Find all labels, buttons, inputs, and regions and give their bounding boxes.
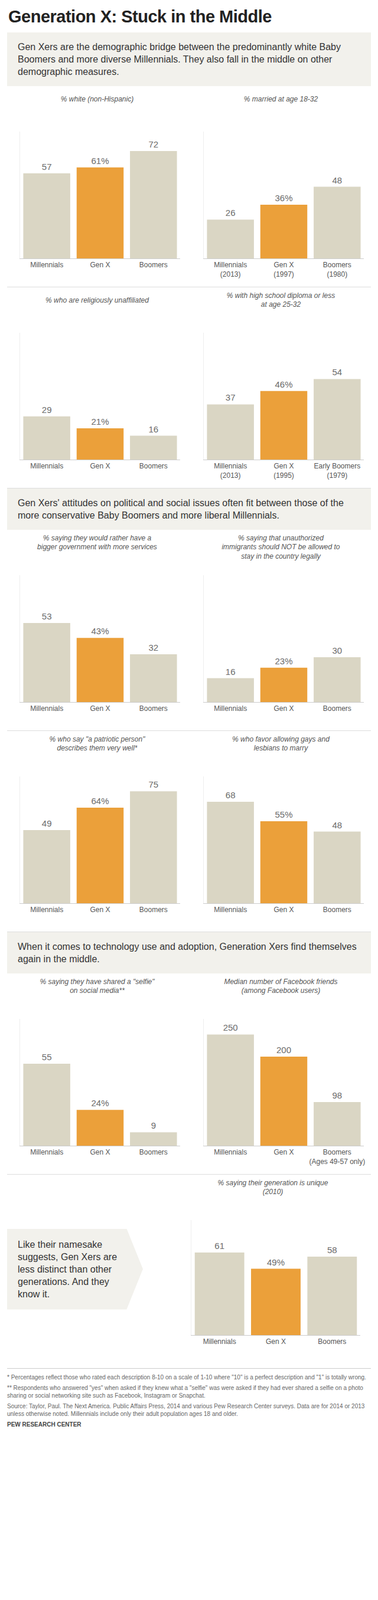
svg-text:Boomers(Ages 49-57 only): Boomers(Ages 49-57 only) — [308, 1149, 366, 1168]
svg-text:Millennials: Millennials — [213, 1149, 247, 1158]
svg-text:Millennials: Millennials — [30, 462, 64, 471]
svg-text:Millennials: Millennials — [213, 705, 247, 714]
svg-text:250: 250 — [223, 1023, 239, 1034]
svg-text:Gen X(1997): Gen X(1997) — [273, 261, 295, 279]
svg-text:Median number of Facebook frie: Median number of Facebook friends(among … — [223, 978, 338, 997]
svg-text:58: 58 — [327, 1246, 338, 1257]
svg-text:53: 53 — [41, 611, 52, 622]
svg-text:Boomers: Boomers — [323, 705, 352, 714]
svg-text:49%: 49% — [266, 1258, 285, 1269]
svg-text:Boomers: Boomers — [139, 1149, 168, 1158]
svg-text:Gen X: Gen X — [265, 1338, 286, 1348]
svg-text:24%: 24% — [90, 1099, 109, 1110]
svg-text:Gen X: Gen X — [89, 705, 110, 714]
svg-text:68: 68 — [225, 790, 236, 801]
svg-text:46%: 46% — [274, 379, 293, 390]
svg-text:Boomers: Boomers — [323, 906, 352, 915]
html-text:Like their namesake suggests,: Like their namesake suggests, Gen Xers a… — [17, 1240, 118, 1301]
svg-text:Boomers: Boomers — [139, 462, 168, 471]
svg-text:% saying their generation is u: % saying their generation is unique(2010… — [217, 1180, 329, 1198]
svg-text:30: 30 — [331, 646, 342, 657]
html-text:When it comes to technology us: When it comes to technology use and adop… — [17, 942, 357, 966]
svg-text:36%: 36% — [274, 193, 293, 204]
svg-text:% saying they have shared a "s: % saying they have shared a "selfie"on s… — [40, 978, 156, 997]
html-text:PEW RESEARCH CENTER: PEW RESEARCH CENTER — [7, 1422, 82, 1430]
svg-text:49: 49 — [41, 819, 52, 830]
svg-text:9: 9 — [151, 1121, 156, 1132]
html-text:Gen Xers are the demographic b: Gen Xers are the demographic bridge betw… — [17, 41, 341, 77]
svg-text:% white (non-Hispanic): % white (non-Hispanic) — [60, 95, 134, 104]
svg-text:% who say "a patriotic person": % who say "a patriotic person"describes … — [49, 735, 146, 754]
html-text:Generation X: Stuck in the Mid: Generation X: Stuck in the Middle — [8, 7, 272, 26]
svg-text:Boomers: Boomers — [317, 1338, 347, 1348]
svg-text:29: 29 — [41, 405, 52, 416]
svg-text:Gen X: Gen X — [89, 906, 110, 915]
svg-text:55%: 55% — [274, 810, 293, 821]
svg-text:43%: 43% — [90, 626, 109, 637]
svg-text:Boomers: Boomers — [139, 705, 168, 714]
html-text:Gen Xers' attitudes on politic: Gen Xers' attitudes on political and soc… — [17, 498, 344, 521]
svg-text:54: 54 — [331, 367, 342, 378]
svg-text:Millennials: Millennials — [30, 906, 64, 915]
svg-text:98: 98 — [331, 1091, 342, 1102]
svg-text:Millennials(2013): Millennials(2013) — [213, 462, 247, 481]
svg-text:57: 57 — [41, 161, 52, 172]
svg-text:% saying that unauthorizedimmi: % saying that unauthorizedimmigrants sho… — [221, 534, 340, 562]
svg-text:61%: 61% — [90, 155, 109, 166]
svg-text:Gen X: Gen X — [89, 1149, 110, 1158]
svg-text:Gen X: Gen X — [273, 705, 294, 714]
svg-text:% with high school diploma or: % with high school diploma or lessat age… — [226, 291, 335, 310]
svg-text:Gen X: Gen X — [273, 1149, 294, 1158]
svg-text:26: 26 — [225, 207, 236, 218]
svg-text:% saying they would rather hav: % saying they would rather have abigger … — [37, 534, 158, 553]
svg-text:% who favor allowing gays andl: % who favor allowing gays andlesbians to… — [232, 735, 330, 754]
svg-text:Millennials(2013): Millennials(2013) — [213, 261, 247, 279]
html-text:Source: Taylor, Paul. The Next: Source: Taylor, Paul. The Next America. … — [7, 1404, 365, 1419]
svg-text:Boomers(1980): Boomers(1980) — [323, 261, 352, 279]
svg-text:16: 16 — [225, 667, 236, 678]
html-text:** Respondents who answered "y: ** Respondents who answered "yes" when a… — [7, 1386, 364, 1401]
svg-text:Early Boomers(1979): Early Boomers(1979) — [313, 462, 361, 481]
svg-text:Millennials: Millennials — [203, 1338, 237, 1348]
svg-text:32: 32 — [148, 643, 159, 654]
svg-text:% who are religiously unaffili: % who are religiously unaffiliated — [45, 296, 149, 305]
svg-text:Gen X: Gen X — [273, 906, 294, 915]
svg-text:Boomers: Boomers — [139, 261, 168, 270]
svg-text:Gen X: Gen X — [89, 462, 110, 471]
svg-text:72: 72 — [148, 139, 159, 150]
svg-text:Boomers: Boomers — [139, 906, 168, 915]
svg-text:Gen X: Gen X — [89, 261, 110, 270]
svg-text:200: 200 — [276, 1045, 292, 1057]
svg-text:48: 48 — [331, 175, 342, 186]
svg-text:Millennials: Millennials — [30, 1149, 64, 1158]
svg-text:23%: 23% — [274, 656, 293, 667]
svg-text:48: 48 — [331, 820, 342, 832]
html-text:* Percentages reflect those wh: * Percentages reflect those who rated ea… — [7, 1375, 367, 1383]
svg-text:Gen X(1995): Gen X(1995) — [273, 462, 295, 481]
svg-text:Millennials: Millennials — [30, 705, 64, 714]
svg-text:21%: 21% — [90, 416, 109, 428]
svg-text:% married at age 18-32: % married at age 18-32 — [243, 95, 319, 104]
svg-text:61: 61 — [214, 1242, 225, 1253]
svg-text:64%: 64% — [90, 796, 109, 807]
svg-text:55: 55 — [41, 1053, 52, 1064]
svg-text:75: 75 — [148, 780, 159, 791]
svg-text:Millennials: Millennials — [30, 261, 64, 270]
svg-text:Millennials: Millennials — [213, 906, 247, 915]
svg-text:37: 37 — [225, 392, 236, 403]
svg-text:16: 16 — [148, 424, 159, 435]
